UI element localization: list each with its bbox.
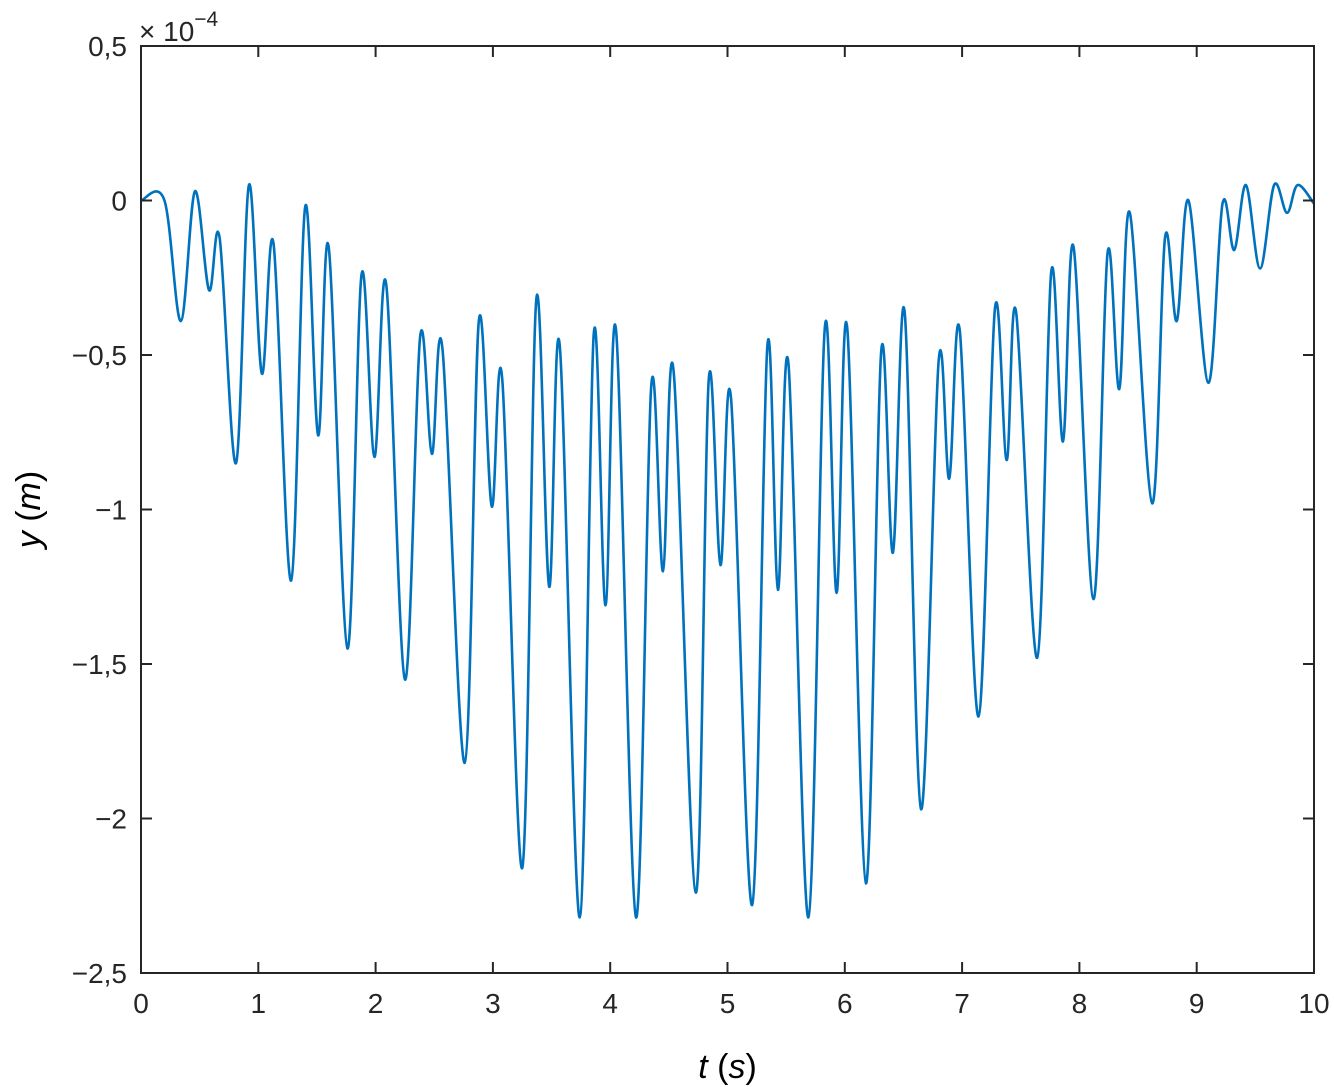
x-tick-label: 9 bbox=[1189, 988, 1205, 1019]
plot-area bbox=[141, 182, 1314, 919]
x-tick-label: 1 bbox=[251, 988, 267, 1019]
y-tick-label: 0 bbox=[111, 186, 127, 217]
y-tick-label: −1 bbox=[95, 495, 127, 526]
x-tick-label: 6 bbox=[837, 988, 853, 1019]
y-exponent-label: × 10−4 bbox=[139, 8, 219, 47]
x-tick-label: 7 bbox=[954, 988, 970, 1019]
y-tick-label: −2 bbox=[95, 804, 127, 835]
x-tick-label: 5 bbox=[720, 988, 736, 1019]
axes: 0 1 2 3 4 5 6 7 8 9 10 0,5 0 −0,5 −1 −1,5 −2 −2,5 bbox=[72, 31, 1330, 1019]
y-axis-label: y (m) bbox=[10, 471, 48, 550]
x-axis-label: t (s) bbox=[698, 1048, 757, 1086]
x-tick-label: 0 bbox=[133, 988, 149, 1019]
x-tick-label: 8 bbox=[1072, 988, 1088, 1019]
y-tick-label: −0,5 bbox=[72, 340, 127, 371]
y-tick-label: −2,5 bbox=[72, 958, 127, 989]
x-tick-label: 10 bbox=[1298, 988, 1329, 1019]
x-tick-label: 2 bbox=[368, 988, 384, 1019]
axis-labels: × 10−4 t (s) y (m) bbox=[10, 8, 757, 1086]
y-tick-label: −1,5 bbox=[72, 649, 127, 680]
y-tick-label: 0,5 bbox=[88, 31, 127, 62]
x-tick-label: 4 bbox=[602, 988, 618, 1019]
series-line bbox=[141, 182, 1314, 919]
x-tick-label: 3 bbox=[485, 988, 501, 1019]
